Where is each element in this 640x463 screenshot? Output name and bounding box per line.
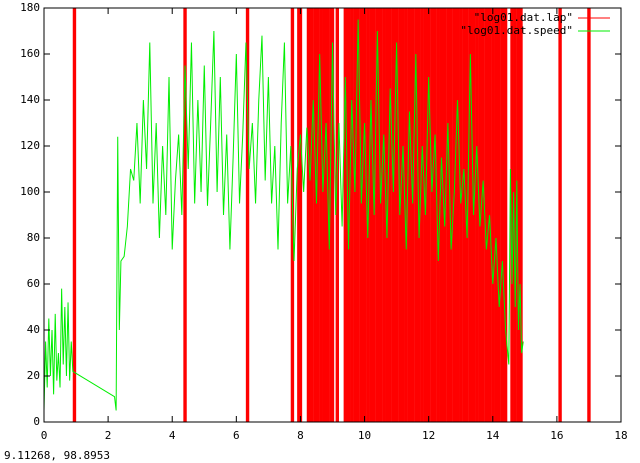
x-tick-label: 10 <box>358 429 371 442</box>
y-tick-label: 140 <box>20 93 40 106</box>
x-tick-label: 18 <box>614 429 627 442</box>
legend-label: "log01.dat.lap" <box>474 11 573 24</box>
speed-line <box>43 19 524 411</box>
y-tick-label: 20 <box>27 369 40 382</box>
y-tick-label: 100 <box>20 185 40 198</box>
y-tick-label: 120 <box>20 139 40 152</box>
x-tick-label: 0 <box>41 429 48 442</box>
status-text: 9.11268, 98.8953 <box>4 449 110 462</box>
x-tick-label: 14 <box>486 429 500 442</box>
y-tick-label: 0 <box>33 415 40 428</box>
y-tick-label: 80 <box>27 231 40 244</box>
y-tick-label: 60 <box>27 277 40 290</box>
x-tick-label: 6 <box>233 429 240 442</box>
y-tick-label: 160 <box>20 47 40 60</box>
plot-frame <box>43 7 622 423</box>
x-tick-label: 4 <box>169 429 176 442</box>
x-tick-label: 16 <box>550 429 563 442</box>
y-tick-label: 40 <box>27 323 40 336</box>
x-tick-label: 12 <box>422 429 435 442</box>
x-tick-label: 2 <box>105 429 112 442</box>
y-tick-label: 180 <box>20 1 40 14</box>
legend-label: "log01.dat.speed" <box>460 24 573 37</box>
x-tick-label: 8 <box>297 429 304 442</box>
